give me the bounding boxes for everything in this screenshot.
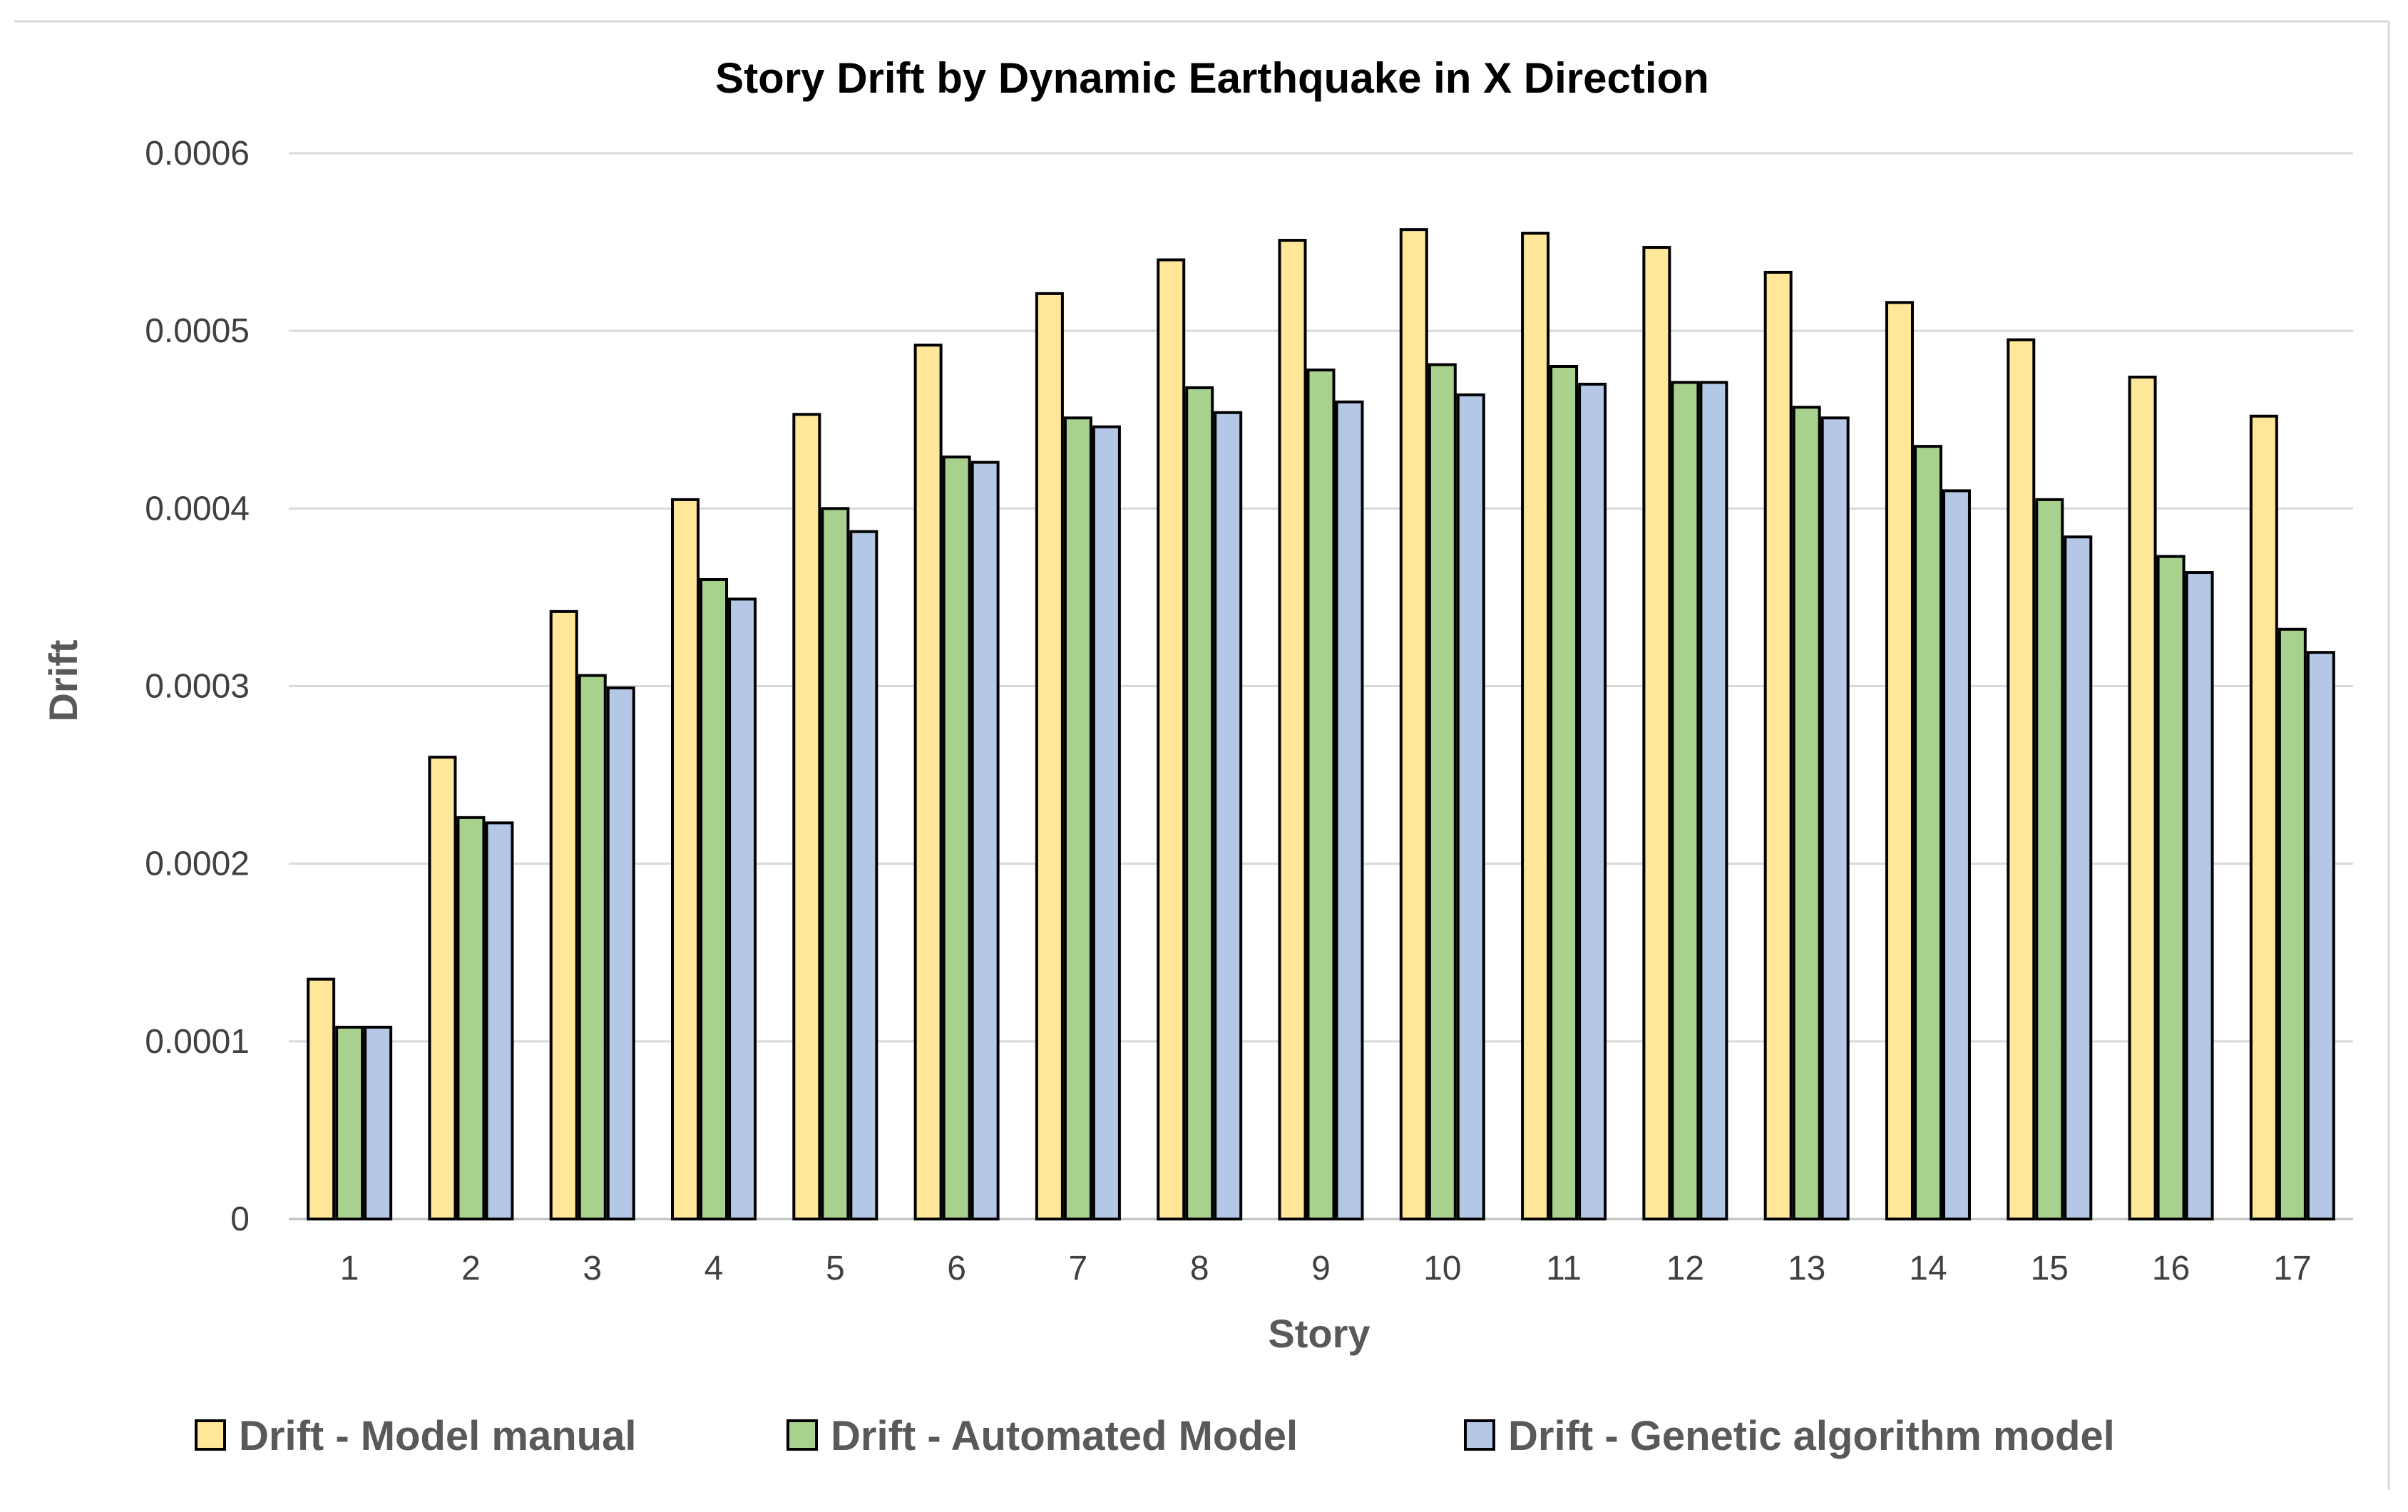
x-tick-label: 3: [583, 1250, 602, 1287]
bar: [970, 461, 1000, 1220]
x-tick-label: 5: [826, 1250, 845, 1287]
x-tick-label: 14: [1909, 1250, 1947, 1287]
bar: [1671, 381, 1700, 1220]
bar: [2306, 651, 2335, 1220]
bar: [307, 977, 336, 1220]
bar: [456, 816, 486, 1220]
x-tick-label: 17: [2273, 1250, 2311, 1287]
x-tick-label: 4: [705, 1250, 724, 1287]
x-axis-tick-labels: 1 2 3 4 5 6 7 8 9 10 11 12 13 14 15 16 17: [340, 1250, 2312, 1287]
y-tick-label: 0.0004: [145, 490, 250, 528]
x-tick-label: 6: [947, 1250, 966, 1287]
bar: [1885, 301, 1914, 1220]
x-tick-label: 1: [340, 1250, 359, 1287]
bar: [913, 344, 943, 1221]
bar: [1157, 258, 1186, 1220]
bar: [2185, 571, 2214, 1220]
chart-title: Story Drift by Dynamic Earthquake in X D…: [715, 54, 1709, 102]
bar: [2156, 555, 2186, 1220]
x-axis-title: Story: [1268, 1311, 1370, 1356]
bar: [2035, 498, 2064, 1220]
bar: [1456, 393, 1485, 1220]
bar: [2064, 535, 2093, 1220]
bar: [1399, 228, 1428, 1220]
legend-swatch: [787, 1419, 818, 1451]
x-tick-label: 12: [1666, 1250, 1704, 1287]
x-tick-label: 9: [1311, 1250, 1331, 1287]
bar: [849, 530, 878, 1220]
bar: [1306, 368, 1336, 1221]
bar: [578, 674, 607, 1220]
y-tick-label: 0.0005: [145, 312, 250, 350]
legend-swatch: [195, 1419, 226, 1451]
y-tick-label: 0.0003: [145, 668, 250, 706]
x-tick-label: 2: [461, 1250, 481, 1287]
bar: [821, 507, 850, 1220]
x-tick-label: 8: [1190, 1250, 1209, 1287]
legend: Drift - Model manual Drift - Automated Mo…: [195, 1413, 2115, 1459]
bar: [364, 1025, 393, 1221]
x-tick-label: 7: [1069, 1250, 1088, 1287]
bar: [1549, 365, 1579, 1220]
bar: [1913, 445, 1942, 1220]
bar: [1792, 406, 1821, 1220]
y-axis-title: Drift: [41, 639, 86, 721]
bar: [1642, 246, 1671, 1220]
bar: [1335, 400, 1364, 1220]
bar: [792, 413, 821, 1220]
bar: [2128, 375, 2157, 1221]
bar: [1428, 363, 1457, 1221]
y-tick-label: 0.0002: [145, 845, 250, 883]
bar: [1820, 416, 1850, 1221]
legend-swatch: [1464, 1419, 1495, 1451]
bar: [728, 597, 757, 1220]
bar: [1214, 411, 1243, 1220]
bar: [1035, 292, 1064, 1220]
y-tick-label: 0.0001: [145, 1023, 250, 1061]
bar: [1942, 489, 1971, 1220]
bar: [1521, 232, 1550, 1220]
legend-label: Drift - Automated Model: [831, 1413, 1298, 1459]
x-tick-label: 13: [1788, 1250, 1825, 1287]
bar: [335, 1025, 364, 1221]
legend-label: Drift - Genetic algorithm model: [1508, 1413, 2115, 1459]
x-tick-label: 10: [1423, 1250, 1461, 1287]
bar: [428, 756, 457, 1220]
bar: [1063, 416, 1092, 1221]
bar: [671, 498, 700, 1220]
bar: [1092, 425, 1121, 1220]
bar: [1699, 381, 1728, 1220]
bars: [307, 228, 2335, 1221]
bar: [2007, 338, 2036, 1220]
y-tick-label: 0.0006: [145, 135, 250, 173]
bar: [700, 578, 729, 1220]
x-tick-label: 11: [1546, 1250, 1582, 1287]
x-tick-label: 16: [2152, 1250, 2190, 1287]
bar: [485, 821, 514, 1220]
bar: [1278, 239, 1307, 1220]
bar: [1763, 270, 1793, 1221]
y-axis-tick-labels: 0 0.0001 0.0002 0.0003 0.0004 0.0005 0.0006: [145, 135, 250, 1238]
bar: [1185, 386, 1214, 1220]
bar: [942, 456, 971, 1221]
legend-label: Drift - Model manual: [239, 1413, 636, 1459]
x-tick-label: 15: [2031, 1250, 2069, 1287]
bar: [549, 610, 578, 1220]
bar: [606, 686, 635, 1220]
bar: [1578, 382, 1607, 1221]
bar: [2278, 627, 2307, 1220]
bar: [2249, 414, 2278, 1220]
y-tick-label: 0: [230, 1200, 250, 1238]
